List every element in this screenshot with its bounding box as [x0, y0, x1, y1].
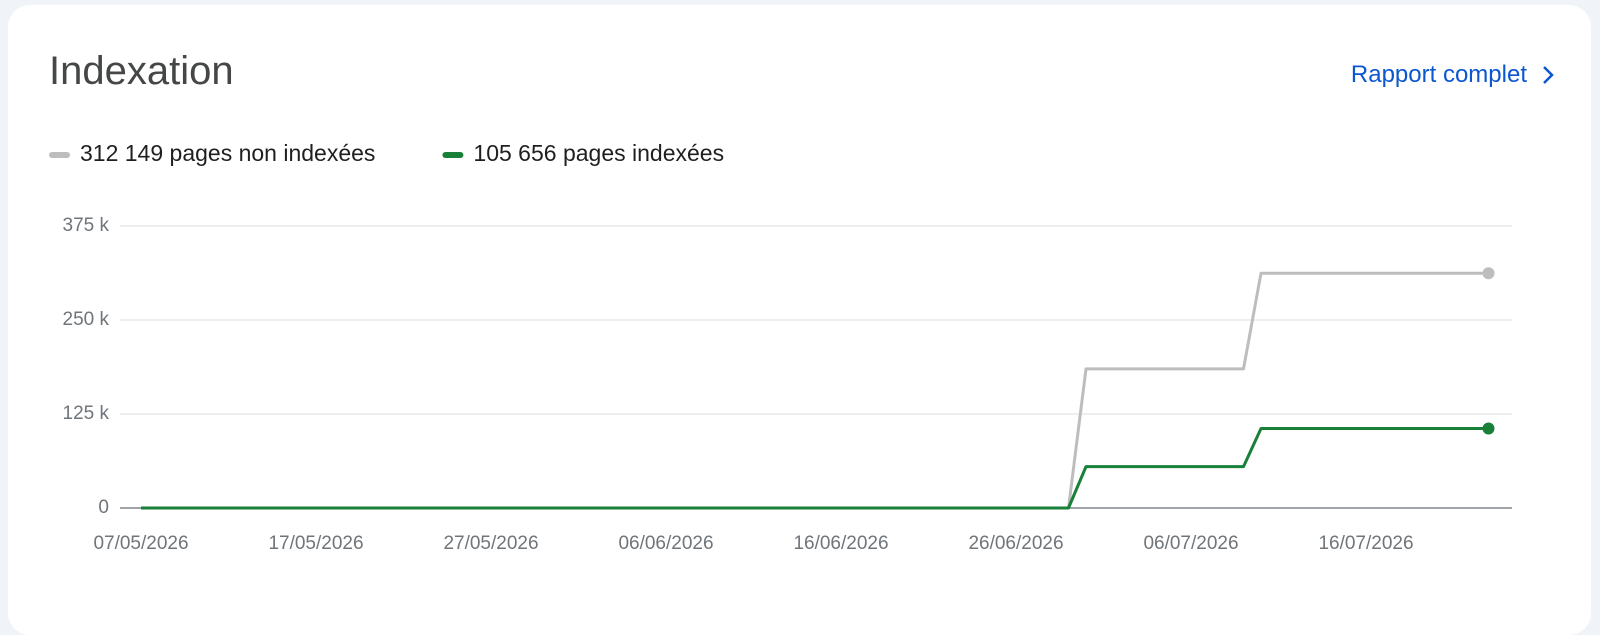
chevron-icon [1543, 66, 1554, 84]
link-text[interactable]: Rapport complet [1350, 61, 1527, 88]
y-tick-label: 125 k [63, 403, 110, 424]
series-line [141, 271, 1489, 510]
x-tick-label: 07/05/2026 [93, 533, 188, 554]
series-line [141, 427, 1489, 510]
x-tick-label: 17/05/2026 [268, 533, 363, 554]
x-tick-label: 26/06/2026 [968, 533, 1063, 554]
full-report-link[interactable]: Rapport complet [1351, 61, 1555, 89]
x-tick-label: 16/07/2026 [1318, 533, 1413, 554]
y-tick-label: 250 k [63, 309, 110, 330]
x-tick-label: 16/06/2026 [793, 533, 888, 554]
x-tick-label: 06/06/2026 [618, 533, 713, 554]
legend-label: 105 656 pages indexées [473, 140, 724, 166]
card-title: Indexation [49, 49, 234, 93]
x-tick-label: 06/07/2026 [1143, 533, 1238, 554]
y-tick-label: 375 k [63, 215, 110, 236]
end-point [1482, 267, 1495, 280]
y-tick-label: 0 [98, 497, 109, 518]
end-point [1482, 422, 1495, 435]
legend-label: 312 149 pages non indexées [80, 140, 375, 166]
x-tick-label: 27/05/2026 [443, 533, 538, 554]
